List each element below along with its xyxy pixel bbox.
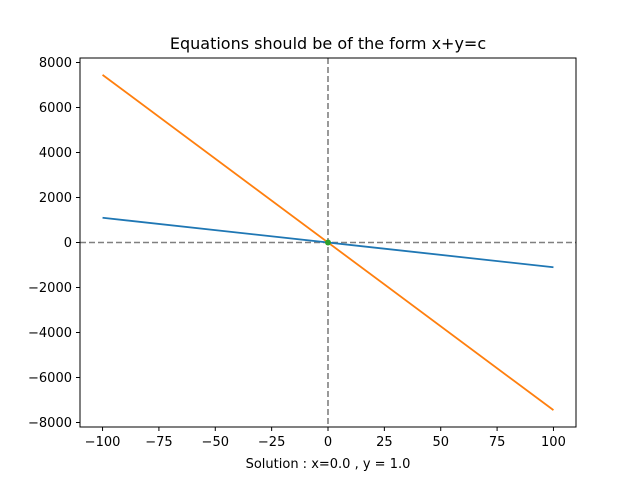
y-tick-label: −4000 bbox=[28, 326, 72, 341]
x-tick-label: −25 bbox=[258, 435, 285, 450]
x-axis: −100 −75 −50 −25 0 25 50 75 100 bbox=[85, 427, 566, 450]
x-tick-label: 25 bbox=[376, 435, 393, 450]
x-tick-label: 100 bbox=[541, 435, 566, 450]
plot-area bbox=[80, 58, 576, 427]
x-axis-label: Solution : x=0.0 , y = 1.0 bbox=[246, 457, 411, 472]
x-tick-label: 75 bbox=[489, 435, 506, 450]
solution-point bbox=[325, 239, 331, 246]
x-tick-label: −75 bbox=[145, 435, 172, 450]
chart-title: Equations should be of the form x+y=c bbox=[170, 34, 486, 53]
y-tick-label: 2000 bbox=[39, 191, 72, 206]
y-tick-label: 0 bbox=[64, 236, 72, 251]
y-axis: −8000 −6000 −4000 −2000 0 2000 4000 6000 8000 bbox=[28, 56, 80, 431]
y-tick-label: 6000 bbox=[39, 101, 72, 116]
x-tick-label: 0 bbox=[324, 435, 332, 450]
y-tick-label: −6000 bbox=[28, 371, 72, 386]
x-tick-label: 50 bbox=[432, 435, 449, 450]
y-tick-label: 8000 bbox=[39, 56, 72, 71]
y-tick-label: −2000 bbox=[28, 281, 72, 296]
y-tick-label: 4000 bbox=[39, 146, 72, 161]
x-tick-label: −50 bbox=[202, 435, 229, 450]
y-tick-label: −8000 bbox=[28, 416, 72, 431]
x-tick-label: −100 bbox=[85, 435, 121, 450]
